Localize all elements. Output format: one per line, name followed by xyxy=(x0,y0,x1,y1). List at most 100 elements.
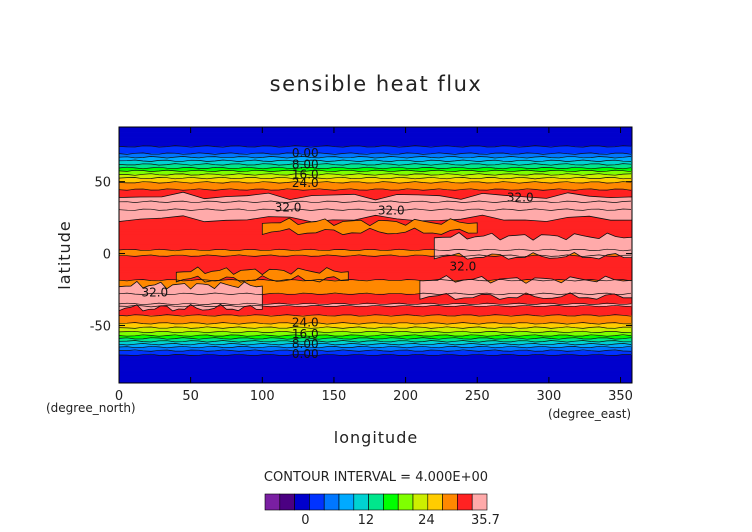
contour-band xyxy=(119,198,632,200)
contour-line xyxy=(118,353,632,357)
contour-band xyxy=(119,356,632,358)
contour-band xyxy=(119,342,632,344)
contour-band xyxy=(119,331,632,334)
contour-band xyxy=(119,332,632,334)
contour-band xyxy=(119,348,632,350)
contour-band xyxy=(119,142,632,144)
contour-label: 16.0 xyxy=(292,167,319,181)
contour-band xyxy=(119,350,632,352)
contour-band xyxy=(119,275,632,277)
contour-band xyxy=(119,161,632,163)
contour-band xyxy=(119,336,632,338)
contour-band xyxy=(119,196,632,198)
contour-band xyxy=(119,372,632,375)
contour-band xyxy=(119,244,632,247)
contour-band xyxy=(119,170,632,172)
contour-band xyxy=(119,242,632,244)
contour-line xyxy=(118,156,632,159)
contour-line xyxy=(119,349,632,352)
contour-line xyxy=(118,326,631,329)
contour-band xyxy=(119,234,632,236)
contour-band xyxy=(119,311,632,313)
contour-band xyxy=(119,233,632,235)
contour-band xyxy=(119,154,632,156)
contour-band xyxy=(119,149,632,151)
contour-band xyxy=(119,346,632,348)
contour-band xyxy=(119,274,632,276)
contour-line xyxy=(119,173,632,176)
contour-band xyxy=(119,319,632,321)
contour-band xyxy=(119,180,632,183)
contour-band xyxy=(119,371,632,373)
colorbar-tick-label: 0 xyxy=(301,513,309,528)
contour-band xyxy=(119,290,632,293)
contour-band xyxy=(119,158,632,160)
contour-band xyxy=(119,130,632,132)
contour-band xyxy=(119,268,632,270)
contour-band xyxy=(119,219,632,221)
contour-band xyxy=(119,325,632,327)
contour-band xyxy=(119,128,632,130)
contour-band xyxy=(119,310,632,312)
contour-band xyxy=(119,278,632,280)
contour-band xyxy=(119,307,632,309)
contour-band xyxy=(119,247,632,249)
contour-band xyxy=(119,266,632,268)
contour-band xyxy=(119,364,632,366)
contour-band xyxy=(119,242,632,244)
contour-band xyxy=(119,293,632,295)
colorbar-swatch xyxy=(323,493,340,511)
contour-band xyxy=(119,170,632,172)
contour-band xyxy=(119,324,632,326)
contour-band xyxy=(119,132,632,134)
contour-band xyxy=(119,232,632,234)
contour-label: 24.0 xyxy=(292,316,319,330)
contour-band xyxy=(119,312,632,314)
contour-label: 0.00 xyxy=(292,146,319,160)
contour-band xyxy=(119,187,632,189)
contour-band xyxy=(119,237,632,239)
contour-band xyxy=(119,235,632,237)
contour-band xyxy=(119,150,632,152)
contour-band xyxy=(119,352,632,354)
contour-band xyxy=(119,381,632,383)
contour-band xyxy=(119,194,632,196)
contour-band xyxy=(119,329,632,331)
contour-band xyxy=(119,326,632,329)
contour-line xyxy=(118,304,632,308)
contour-band xyxy=(119,144,632,147)
contour-band xyxy=(119,357,632,359)
contour-band xyxy=(119,192,632,194)
contour-band xyxy=(119,280,632,283)
contour-band xyxy=(119,136,632,138)
contour-band xyxy=(119,277,632,279)
contour-band xyxy=(119,241,632,243)
contour-band xyxy=(119,162,632,164)
contour-band xyxy=(119,306,632,308)
contour-band xyxy=(119,183,632,185)
contour-band xyxy=(119,314,632,316)
contour-band xyxy=(119,186,632,188)
contour-band xyxy=(119,139,632,142)
contour-band xyxy=(119,288,632,290)
contour-band xyxy=(119,322,632,324)
contour-band xyxy=(119,360,632,362)
contour-band xyxy=(119,249,632,252)
contour-band xyxy=(119,283,632,285)
contour-band xyxy=(119,303,632,306)
contour-band xyxy=(119,375,632,377)
contour-line xyxy=(118,334,632,337)
contour-band xyxy=(119,326,632,328)
contour-band xyxy=(119,135,632,137)
contour-band xyxy=(119,341,632,343)
contour-band xyxy=(119,323,632,325)
contour-band xyxy=(119,370,632,372)
contour-band xyxy=(119,366,632,368)
contour-band xyxy=(119,218,632,220)
contour-band xyxy=(119,173,632,175)
colorbar-swatch xyxy=(294,493,310,511)
contour-band xyxy=(119,308,632,310)
contour-band xyxy=(119,316,632,318)
contour-label: 32.0 xyxy=(450,260,477,274)
